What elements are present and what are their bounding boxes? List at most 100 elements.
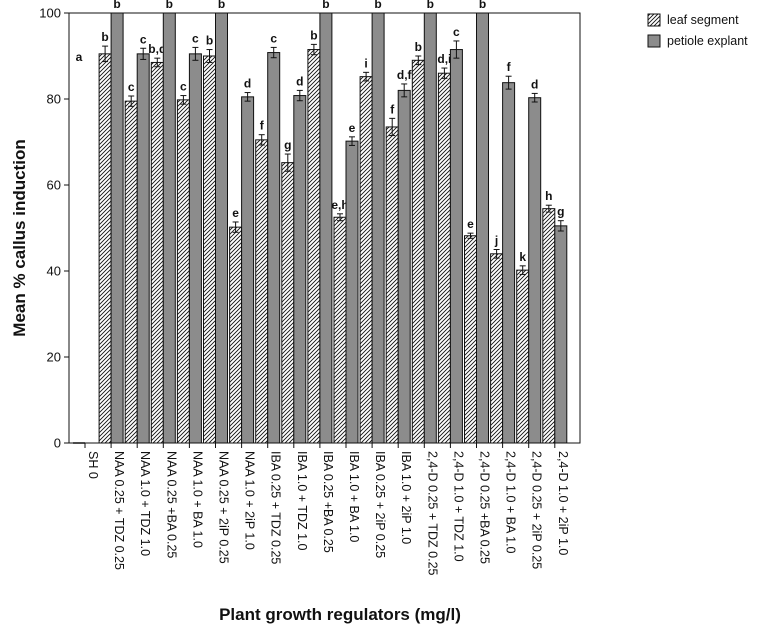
significance-letter: d,f bbox=[397, 68, 413, 82]
legend-swatch-leaf-segment bbox=[647, 13, 661, 27]
significance-letter: c bbox=[140, 32, 147, 46]
x-tick-label: 2,4-D 1.0 + 2iP 1.0 bbox=[556, 451, 570, 555]
significance-letter: f bbox=[507, 60, 512, 74]
bar-petiole-explant bbox=[554, 225, 568, 444]
significance-letter: e,h bbox=[331, 198, 348, 212]
bar-petiole-explant bbox=[241, 96, 255, 444]
y-tick-label: 60 bbox=[47, 178, 61, 193]
bar-leaf-segment bbox=[307, 49, 321, 444]
significance-letter: b bbox=[479, 0, 486, 11]
significance-letter: g bbox=[284, 138, 291, 152]
x-tick-label: 2,4-D 1.0 + TDZ 1.0 bbox=[451, 451, 465, 562]
bar-petiole-explant bbox=[162, 12, 176, 444]
bar-leaf-segment bbox=[281, 162, 295, 444]
bar-leaf-segment bbox=[124, 100, 138, 444]
x-tick-label: 2,4-D 0.25 +BA 0.25 bbox=[478, 451, 492, 564]
bar-leaf-segment bbox=[437, 72, 451, 444]
bar-leaf-segment bbox=[333, 216, 347, 444]
bar-petiole-explant bbox=[319, 12, 333, 444]
y-tick-label: 100 bbox=[39, 6, 61, 21]
significance-letter: k bbox=[519, 250, 526, 264]
significance-letter: b,d bbox=[148, 42, 166, 56]
significance-letter: i bbox=[364, 56, 367, 70]
legend-label-petiole-explant: petiole explant bbox=[667, 34, 748, 48]
legend-label-leaf-segment: leaf segment bbox=[667, 13, 739, 27]
significance-letter: c bbox=[192, 31, 199, 45]
bar-leaf-segment bbox=[203, 55, 216, 444]
significance-letter: f bbox=[390, 102, 395, 116]
bar-petiole-explant bbox=[449, 49, 463, 444]
bar-petiole-explant bbox=[188, 53, 202, 444]
bar-leaf-segment bbox=[490, 253, 504, 444]
significance-letter: b bbox=[427, 0, 434, 11]
significance-letter: b bbox=[206, 34, 213, 48]
y-axis-title: Mean % callus induction bbox=[10, 139, 29, 336]
bar-leaf-segment bbox=[150, 61, 164, 444]
bar-leaf-segment bbox=[542, 208, 556, 444]
bar-leaf-segment bbox=[385, 126, 399, 444]
significance-letter: b bbox=[218, 0, 225, 11]
significance-letter: c bbox=[180, 80, 187, 94]
y-tick-label: 40 bbox=[47, 264, 61, 279]
y-tick-label: 80 bbox=[47, 92, 61, 107]
bar-petiole-explant bbox=[476, 12, 489, 444]
x-tick-label: NAA 1.0 + BA 1.0 bbox=[190, 451, 204, 548]
significance-letter: b bbox=[322, 0, 329, 11]
bar-leaf-segment bbox=[359, 76, 373, 444]
bar-leaf-segment bbox=[255, 139, 269, 444]
significance-letter: c bbox=[270, 31, 277, 45]
x-tick-label: IBA 1.0 + 2iP 1.0 bbox=[399, 451, 413, 544]
x-tick-label: IBA 1.0 + TDZ 1.0 bbox=[295, 451, 309, 551]
significance-letter: d bbox=[244, 77, 251, 91]
x-tick-label: IBA 1.0 + BA 1.0 bbox=[347, 451, 361, 542]
bar-leaf-segment bbox=[176, 99, 190, 444]
significance-letter: d,i bbox=[437, 52, 451, 66]
bar-petiole-explant bbox=[267, 52, 281, 444]
significance-letter: j bbox=[494, 234, 498, 248]
bar-petiole-explant bbox=[136, 53, 150, 444]
bar-petiole-explant bbox=[110, 12, 124, 444]
bar-petiole-explant bbox=[293, 95, 307, 444]
legend-item-petiole-explant: petiole explant bbox=[647, 34, 748, 48]
x-tick-label: 2,4-D 0.25 + 2iP 0.25 bbox=[530, 451, 544, 569]
legend-swatch-petiole-explant bbox=[647, 34, 661, 48]
significance-letter: g bbox=[557, 205, 564, 219]
bar-leaf-segment bbox=[464, 235, 477, 444]
bar-leaf-segment bbox=[98, 53, 112, 444]
x-tick-label: IBA 0.25 + 2iP 0.25 bbox=[373, 451, 387, 558]
significance-letter: d bbox=[296, 74, 303, 88]
x-tick-label: 2,4-D 0.25 + TDZ 0.25 bbox=[425, 451, 439, 576]
significance-letter: b bbox=[113, 0, 120, 11]
bar-petiole-explant bbox=[371, 12, 385, 444]
x-tick-label: IBA 0.25 + TDZ 0.25 bbox=[269, 451, 283, 564]
significance-letter: e bbox=[467, 217, 474, 231]
y-tick-label: 20 bbox=[47, 350, 61, 365]
legend: leaf segment petiole explant bbox=[647, 13, 748, 48]
x-tick-label: NAA 0.25 +BA 0.25 bbox=[164, 451, 178, 558]
x-tick-label: NAA 1.0 + TDZ 1.0 bbox=[138, 451, 152, 556]
x-tick-label: IBA 0.25 +BA 0.25 bbox=[321, 451, 335, 553]
significance-letter: f bbox=[260, 119, 265, 133]
significance-letter: h bbox=[545, 189, 552, 203]
significance-letter: d bbox=[531, 77, 538, 91]
significance-letter: c bbox=[453, 25, 460, 39]
x-tick-label: NAA 0.25 + 2iP 0.25 bbox=[217, 451, 231, 564]
x-tick-label: NAA 1.0 + 2iP 1.0 bbox=[243, 451, 257, 550]
significance-letter: e bbox=[349, 121, 356, 135]
significance-letter: a bbox=[76, 50, 83, 64]
significance-letter: b bbox=[374, 0, 381, 11]
significance-letter: b bbox=[166, 0, 173, 11]
bar-petiole-explant bbox=[423, 12, 437, 444]
bar-petiole-explant bbox=[397, 89, 411, 444]
legend-item-leaf-segment: leaf segment bbox=[647, 13, 739, 27]
bar-leaf-segment bbox=[411, 59, 425, 444]
significance-letter: b bbox=[310, 28, 317, 42]
y-tick-label: 0 bbox=[54, 436, 61, 451]
significance-letter: c bbox=[128, 80, 135, 94]
x-axis-title: Plant growth regulators (mg/l) bbox=[219, 605, 461, 624]
bar-leaf-segment bbox=[229, 226, 243, 444]
bar-petiole-explant bbox=[215, 12, 228, 444]
bar-petiole-explant bbox=[345, 140, 359, 444]
x-tick-label: SH 0 bbox=[86, 451, 100, 479]
